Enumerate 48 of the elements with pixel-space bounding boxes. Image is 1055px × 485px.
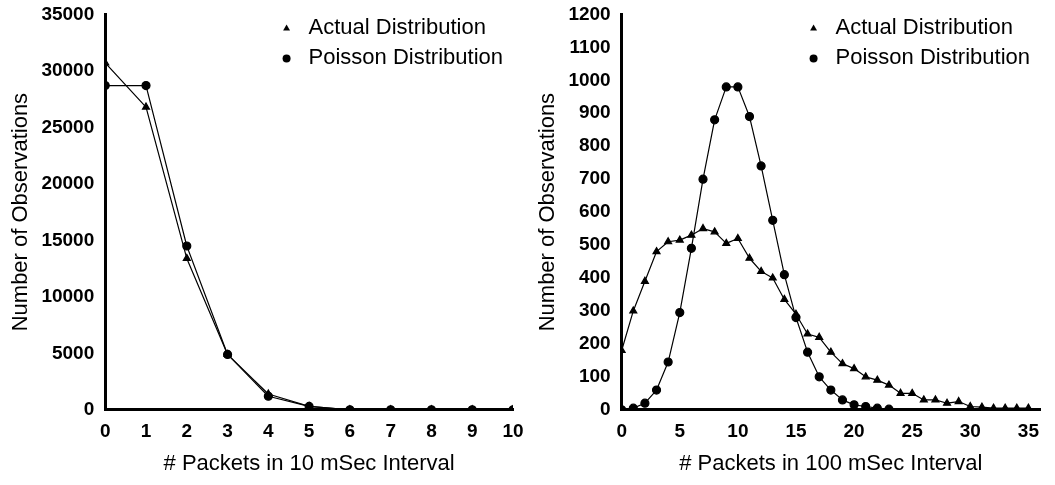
x-tick-label: 15 — [785, 420, 807, 442]
y-tick-label: 300 — [578, 299, 611, 321]
x-tick-label: 8 — [426, 420, 437, 442]
y-tick-label: 5000 — [51, 341, 95, 363]
x-tick-label: 35 — [1017, 420, 1040, 442]
x-tick-label: 25 — [901, 420, 924, 442]
x-tick-label: 3 — [222, 420, 233, 442]
y-tick-label: 25000 — [41, 115, 95, 137]
x-tick-label: 10 — [502, 420, 524, 442]
x-tick-label: 4 — [263, 420, 275, 442]
y-tick-label: 0 — [600, 398, 611, 420]
y-tick-label: 15000 — [41, 228, 95, 250]
y-tick-label: 800 — [578, 134, 611, 156]
x-tick-label: 7 — [385, 420, 396, 442]
y-tick-label: 100 — [578, 365, 611, 387]
y-axis-title: Number of Observations — [534, 92, 560, 332]
x-tick-label: 2 — [181, 420, 193, 442]
y-tick-label: 700 — [578, 167, 611, 189]
y-tick-label: 600 — [578, 200, 611, 222]
y-tick-label: 0 — [83, 398, 95, 420]
y-tick-label: 20000 — [41, 172, 95, 194]
x-tick-label: 0 — [99, 420, 111, 442]
x-tick-label: 6 — [344, 420, 356, 442]
y-tick-label: 400 — [578, 266, 611, 288]
y-tick-label: 1000 — [568, 68, 611, 90]
y-tick-label: 1200 — [568, 2, 611, 24]
y-tick-label: 10000 — [41, 285, 95, 307]
x-tick-label: 1 — [140, 420, 152, 442]
y-tick-label: 35000 — [41, 2, 95, 24]
y-tick-label: 500 — [578, 233, 611, 255]
y-tick-label: 1100 — [569, 35, 611, 57]
legend-label: Actual Distribution — [835, 14, 1013, 40]
y-tick-label: 200 — [578, 332, 611, 354]
y-tick-label: 900 — [578, 101, 611, 123]
legend-label: Poisson Distribution — [308, 44, 504, 70]
x-axis-title: # Packets in 100 mSec Interval — [679, 449, 983, 475]
y-axis-title: Number of Observations — [7, 92, 33, 332]
x-tick-label: 0 — [616, 420, 627, 442]
legend-label: Poisson Distribution — [835, 44, 1031, 70]
x-tick-label: 20 — [843, 420, 865, 442]
x-tick-label: 30 — [959, 420, 981, 442]
legend-label: Actual Distribution — [308, 14, 486, 40]
x-tick-label: 5 — [303, 420, 315, 442]
x-tick-label: 10 — [727, 420, 749, 442]
x-tick-label: 5 — [674, 420, 686, 442]
y-tick-label: 30000 — [41, 59, 95, 81]
x-axis-title: # Packets in 10 mSec Interval — [163, 449, 455, 475]
x-tick-label: 9 — [466, 420, 478, 442]
